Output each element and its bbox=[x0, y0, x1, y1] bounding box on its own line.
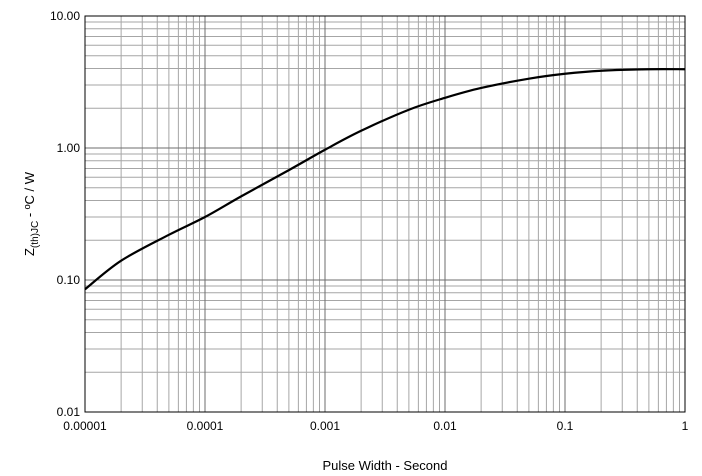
x-tick-label: 0.01 bbox=[433, 419, 457, 433]
x-tick-label: 0.001 bbox=[310, 419, 340, 433]
plot-frame bbox=[84, 15, 686, 413]
y-tick-label: 0.10 bbox=[57, 273, 81, 287]
series-layer bbox=[84, 68, 686, 291]
y-tick-label: 10.00 bbox=[50, 9, 80, 23]
x-tick-label: 0.0001 bbox=[187, 419, 224, 433]
x-tick-label: 0.00001 bbox=[63, 419, 107, 433]
y-axis-title-subscript: (th)JC bbox=[30, 221, 41, 248]
x-tick-label: 1 bbox=[682, 419, 689, 433]
y-tick-label: 0.01 bbox=[57, 405, 81, 419]
y-axis-title-suffix: - ºC / W bbox=[22, 171, 37, 221]
x-tick-labels: 0.00001 0.0001 0.001 0.01 0.1 1 bbox=[63, 419, 688, 433]
y-tick-labels: 0.01 0.10 1.00 10.00 bbox=[50, 9, 80, 419]
minor-gridlines bbox=[85, 16, 685, 412]
plot-background bbox=[85, 16, 685, 412]
y-axis-title: Z(th)JC - ºC / W bbox=[22, 171, 41, 256]
x-tick-label: 0.1 bbox=[557, 419, 574, 433]
x-axis-title: Pulse Width - Second bbox=[322, 458, 447, 473]
series-line bbox=[84, 68, 686, 291]
y-tick-label: 1.00 bbox=[57, 141, 81, 155]
y-axis-title-main: Z bbox=[22, 248, 37, 256]
major-gridlines bbox=[85, 16, 685, 412]
